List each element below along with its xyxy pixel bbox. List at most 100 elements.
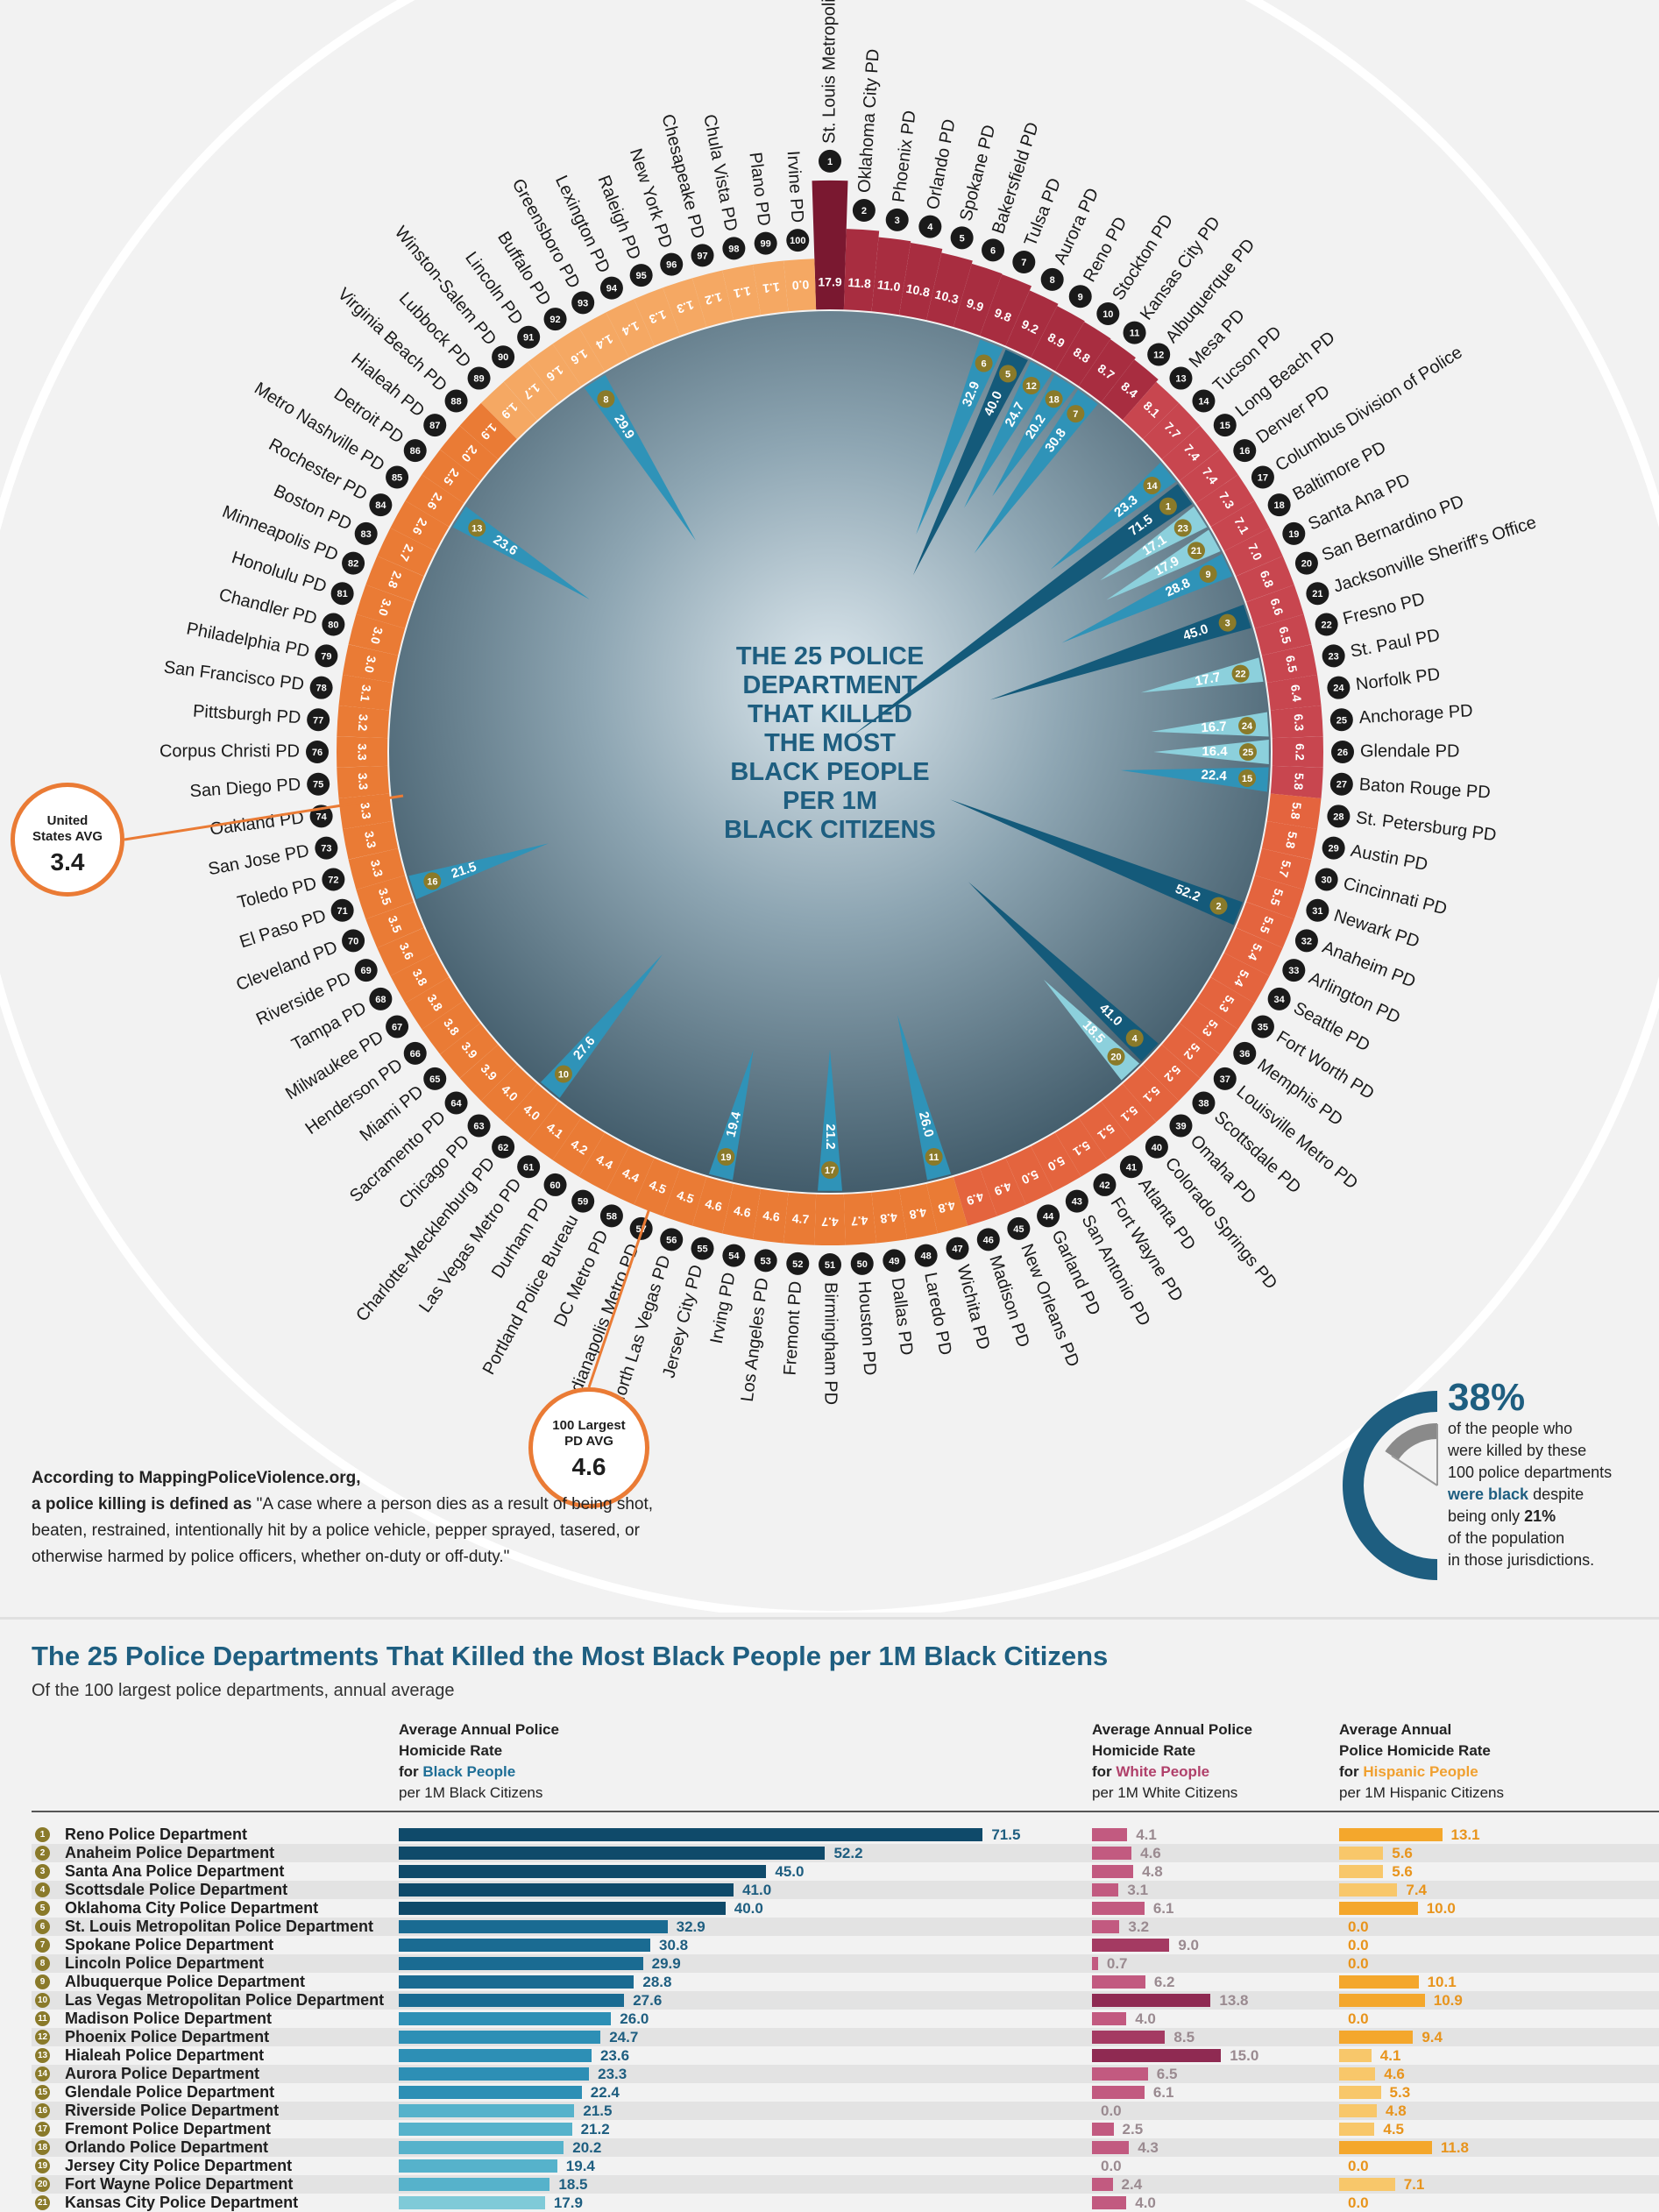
- spike-rank-label: 11: [929, 1152, 939, 1163]
- band-segment: [606, 299, 655, 358]
- dept-rank-label: 92: [549, 315, 560, 325]
- row-department-name: Fremont Police Department: [65, 2120, 272, 2138]
- hispanic-rate-value: 7.4: [1406, 1882, 1428, 1898]
- white-rate-value: 6.1: [1152, 2084, 1174, 2101]
- dept-rank-badge: [386, 465, 409, 489]
- row-department-name: Anaheim Police Department: [65, 1844, 275, 1861]
- black-rate-bar: [399, 1902, 726, 1915]
- spike-value-label: 19.4: [723, 1110, 744, 1138]
- spike-rank-label: 24: [1242, 721, 1253, 732]
- dept-rank-label: 50: [857, 1259, 868, 1270]
- band-segment: [459, 1044, 517, 1102]
- band-value-label: 17.9: [818, 275, 841, 289]
- row-department-name: Aurora Police Department: [65, 2065, 260, 2082]
- table-row: 20 Fort Wayne Police Department 18.5 2.4 7.1: [32, 2175, 1659, 2194]
- spike-rank-badge: [1107, 1047, 1125, 1066]
- dept-rank-badge: [850, 1251, 874, 1275]
- definition-text: "A case where a person dies as a result …: [32, 1495, 654, 1566]
- spike: [989, 604, 1251, 700]
- dept-rank-badge: [322, 613, 345, 636]
- dept-name-label: Laredo PD: [920, 1271, 955, 1357]
- row-rank-badge: 3: [35, 1864, 50, 1879]
- band-segment: [1223, 927, 1283, 976]
- dept-rank-badge: [1012, 251, 1036, 274]
- band-segment: [1101, 359, 1159, 421]
- dept-name-label: Corpus Christi PD: [160, 741, 300, 761]
- spike-rank-label: 18: [1048, 394, 1059, 405]
- hispanic-rate-bar: [1339, 1975, 1419, 1989]
- dept-name-label: Philadelphia PD: [185, 619, 311, 661]
- dept-rank-badge: [1267, 987, 1291, 1010]
- band-value-label: 3.2: [356, 713, 371, 732]
- spike-rank-badge: [597, 390, 615, 408]
- white-rate-bar: [1092, 2067, 1148, 2081]
- row-rank-badge: 17: [35, 2122, 50, 2137]
- center-title-line: THE MOST: [764, 729, 896, 757]
- spike-rank-badge: [423, 872, 442, 890]
- white-rate-value: 4.0: [1135, 2010, 1156, 2027]
- band-segment: [843, 1192, 876, 1245]
- white-rate-value: 2.4: [1121, 2176, 1143, 2193]
- hispanic-rate-value: 7.1: [1403, 2176, 1425, 2193]
- dept-rank-badge: [386, 1015, 409, 1039]
- hispanic-rate-value: 10.0: [1426, 1900, 1456, 1917]
- band-value-label: 0.0: [791, 278, 810, 293]
- dept-rank-badge: [599, 276, 623, 300]
- dept-rank-badge: [369, 987, 393, 1010]
- band-segment: [1223, 528, 1283, 577]
- dept-rank-label: 73: [321, 844, 331, 854]
- band-segment: [348, 613, 406, 656]
- dept-rank-label: 26: [1337, 748, 1348, 758]
- hispanic-rate-bar: [1339, 2104, 1378, 2117]
- dept-rank-badge: [722, 237, 746, 260]
- dept-rank-label: 79: [321, 651, 331, 662]
- dept-rank-badge: [1037, 1204, 1060, 1228]
- black-rate-value: 71.5: [991, 1826, 1021, 1843]
- white-rate-value: 0.7: [1106, 1955, 1128, 1972]
- spike-rank-badge: [1125, 1029, 1144, 1047]
- white-rate-value: 6.1: [1152, 1900, 1174, 1917]
- dept-rank-badge: [517, 325, 541, 349]
- dept-name-label: Chandler PD: [217, 585, 319, 629]
- band-value-label: 5.8: [1288, 802, 1304, 821]
- pd-average-label-2: PD AVG: [564, 1434, 613, 1449]
- spike-rank-label: 7: [1073, 409, 1078, 420]
- dept-rank-label: 65: [429, 1074, 440, 1085]
- spike: [408, 843, 549, 900]
- spike: [1151, 712, 1269, 737]
- table-row: 3 Santa Ana Police Department 45.0 4.8 5.6: [32, 1862, 1659, 1881]
- black-rate-bar: [399, 1883, 734, 1897]
- dept-rank-label: 86: [410, 446, 421, 457]
- spike-rank-label: 25: [1243, 748, 1253, 758]
- dept-rank-badge: [1329, 708, 1353, 732]
- band-segment: [422, 1000, 480, 1055]
- dept-rank-label: 58: [606, 1211, 617, 1222]
- hispanic-rate-value: 0.0: [1348, 2010, 1369, 2027]
- band-segment: [1055, 322, 1111, 386]
- hispanic-rate-bar: [1339, 1902, 1418, 1915]
- row-rank-badge: 5: [35, 1901, 50, 1916]
- band-value-label: 5.7: [1276, 859, 1294, 879]
- band-value-label: 6.8: [1258, 569, 1277, 590]
- band-segment: [1266, 793, 1322, 830]
- black-rate-value: 40.0: [734, 1900, 763, 1917]
- white-rate-bar: [1092, 1957, 1098, 1970]
- spike-rank-label: 8: [603, 394, 608, 405]
- dept-name-label: Fremont PD: [781, 1280, 806, 1376]
- dept-name-label: Irvine PD: [783, 150, 807, 223]
- dept-rank-label: 1: [827, 157, 833, 167]
- dept-rank-badge: [1213, 414, 1237, 437]
- white-rate-bar: [1092, 1828, 1128, 1841]
- band-segment: [691, 1176, 734, 1234]
- hispanic-rate-value: 0.0: [1348, 1955, 1369, 1972]
- band-value-label: 6.3: [1292, 713, 1307, 732]
- row-rank-badge: 10: [35, 1993, 50, 2008]
- white-rate-value: 6.5: [1156, 2066, 1178, 2082]
- black-rate-bar: [399, 2086, 582, 2099]
- spike: [950, 799, 1243, 925]
- row-department-name: Jersey City Police Department: [65, 2157, 293, 2174]
- us-average-badge: United States AVG 3.4: [11, 783, 124, 897]
- band-segment: [1143, 402, 1201, 460]
- band-segment: [871, 237, 911, 315]
- table-row: 1 Reno Police Department 71.5 4.1 13.1: [32, 1826, 1659, 1844]
